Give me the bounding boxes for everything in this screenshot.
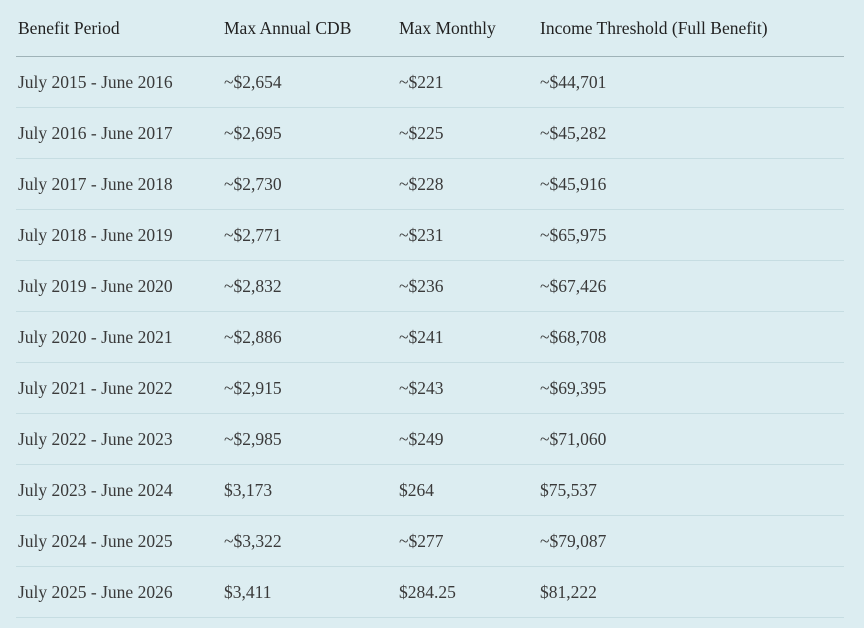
table-cell: ~$2,771 xyxy=(224,224,282,245)
table-cell: $264 xyxy=(399,479,434,500)
table-cell: ~$68,708 xyxy=(540,326,607,347)
table-cell: $81,222 xyxy=(540,581,597,602)
header-cell: Benefit Period xyxy=(18,17,120,38)
table-cell: $3,411 xyxy=(224,581,272,602)
table-cell: ~$2,886 xyxy=(224,326,282,347)
table-cell: ~$236 xyxy=(399,275,444,296)
table-row: July 2019 - June 2020 ~$2,832 ~$236 ~$67,42… xyxy=(16,261,844,312)
table-row: July 2016 - June 2017 ~$2,695 ~$225 ~$45,28… xyxy=(16,108,844,159)
table-cell: ~$67,426 xyxy=(540,275,607,296)
table-cell: ~$277 xyxy=(399,530,444,551)
table-cell: ~$69,395 xyxy=(540,377,607,398)
table-cell: ~$221 xyxy=(399,71,444,92)
table-row: July 2015 - June 2016 ~$2,654 ~$221 ~$44,70… xyxy=(16,57,844,108)
table-cell: July 2025 - June 2026 xyxy=(18,581,173,602)
table-row: July 2025 - June 2026 $3,411 $284.25 $81,22… xyxy=(16,567,844,618)
table-row: July 2021 - June 2022 ~$2,915 ~$243 ~$69,39… xyxy=(16,363,844,414)
table-cell: ~$2,915 xyxy=(224,377,282,398)
table-row: July 2017 - June 2018 ~$2,730 ~$228 ~$45,91… xyxy=(16,159,844,210)
table-cell: $284.25 xyxy=(399,581,456,602)
table-cell: ~$71,060 xyxy=(540,428,607,449)
table-cell: July 2019 - June 2020 xyxy=(18,275,173,296)
table-cell: ~$231 xyxy=(399,224,444,245)
table-cell: July 2017 - June 2018 xyxy=(18,173,173,194)
table-cell: ~$228 xyxy=(399,173,444,194)
table-cell: $3,173 xyxy=(224,479,273,500)
table-cell: ~$243 xyxy=(399,377,444,398)
table-cell: $75,537 xyxy=(540,479,597,500)
table-cell: ~$79,087 xyxy=(540,530,607,551)
header-row: Benefit Period Max Annual CDB Max Monthly I… xyxy=(16,0,844,57)
table-cell: July 2022 - June 2023 xyxy=(18,428,173,449)
table-row: July 2020 - June 2021 ~$2,886 ~$241 ~$68,70… xyxy=(16,312,844,363)
table-cell: July 2024 - June 2025 xyxy=(18,530,173,551)
table-cell: ~$225 xyxy=(399,122,444,143)
table-cell: ~$45,916 xyxy=(540,173,607,194)
table-cell: July 2015 - June 2016 xyxy=(18,71,173,92)
header-cell: Income Threshold (Full Benefit) xyxy=(540,17,768,38)
table-cell: July 2018 - June 2019 xyxy=(18,224,173,245)
table-cell: ~$44,701 xyxy=(540,71,607,92)
table-cell: July 2023 - June 2024 xyxy=(18,479,173,500)
table-cell: July 2016 - June 2017 xyxy=(18,122,173,143)
table-cell: ~$2,654 xyxy=(224,71,282,92)
table-row: July 2018 - June 2019 ~$2,771 ~$231 ~$65,97… xyxy=(16,210,844,261)
table-cell: ~$3,322 xyxy=(224,530,282,551)
table-row: July 2024 - June 2025 ~$3,322 ~$277 ~$79,08… xyxy=(16,516,844,567)
table-cell: ~$2,832 xyxy=(224,275,282,296)
table-row: July 2023 - June 2024 $3,173 $264 $75,537 xyxy=(16,465,844,516)
table-row: July 2022 - June 2023 ~$2,985 ~$249 ~$71,06… xyxy=(16,414,844,465)
table-cell: ~$2,985 xyxy=(224,428,282,449)
header-cell: Max Annual CDB xyxy=(224,17,352,38)
table-cell: ~$65,975 xyxy=(540,224,607,245)
table-cell: July 2021 - June 2022 xyxy=(18,377,173,398)
table-cell: ~$249 xyxy=(399,428,444,449)
table-cell: ~$2,730 xyxy=(224,173,282,194)
table-cell: ~$241 xyxy=(399,326,444,347)
header-cell: Max Monthly xyxy=(399,17,496,38)
table-cell: ~$2,695 xyxy=(224,122,282,143)
table-cell: ~$45,282 xyxy=(540,122,607,143)
table-cell: July 2020 - June 2021 xyxy=(18,326,173,347)
